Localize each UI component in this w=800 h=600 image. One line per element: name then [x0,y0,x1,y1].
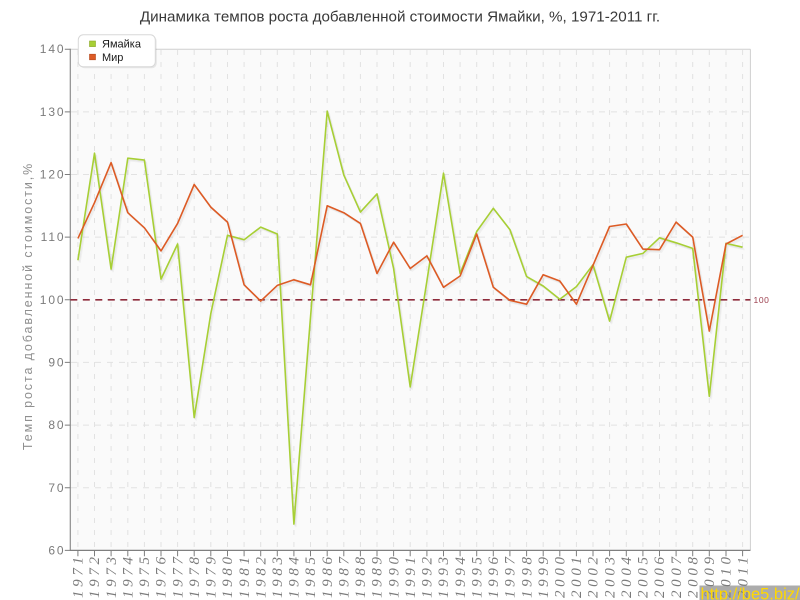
svg-text:Темп роста добавленной стоимос: Темп роста добавленной стоимости,% [21,162,35,450]
svg-text:90: 90 [48,355,65,369]
svg-text:Ямайка: Ямайка [102,39,142,51]
svg-text:120: 120 [40,168,66,182]
svg-text:http://be5.biz/: http://be5.biz/ [701,586,800,600]
svg-text:100: 100 [754,295,770,305]
svg-text:60: 60 [48,543,65,557]
svg-text:130: 130 [40,105,66,119]
svg-text:80: 80 [48,418,65,432]
svg-text:110: 110 [41,230,66,244]
svg-text:70: 70 [48,481,65,495]
svg-text:140: 140 [40,42,66,56]
svg-text:100: 100 [40,293,66,307]
svg-text:Мир: Мир [102,52,123,64]
svg-text:Динамика темпов роста добавлен: Динамика темпов роста добавленной стоимо… [140,9,660,26]
